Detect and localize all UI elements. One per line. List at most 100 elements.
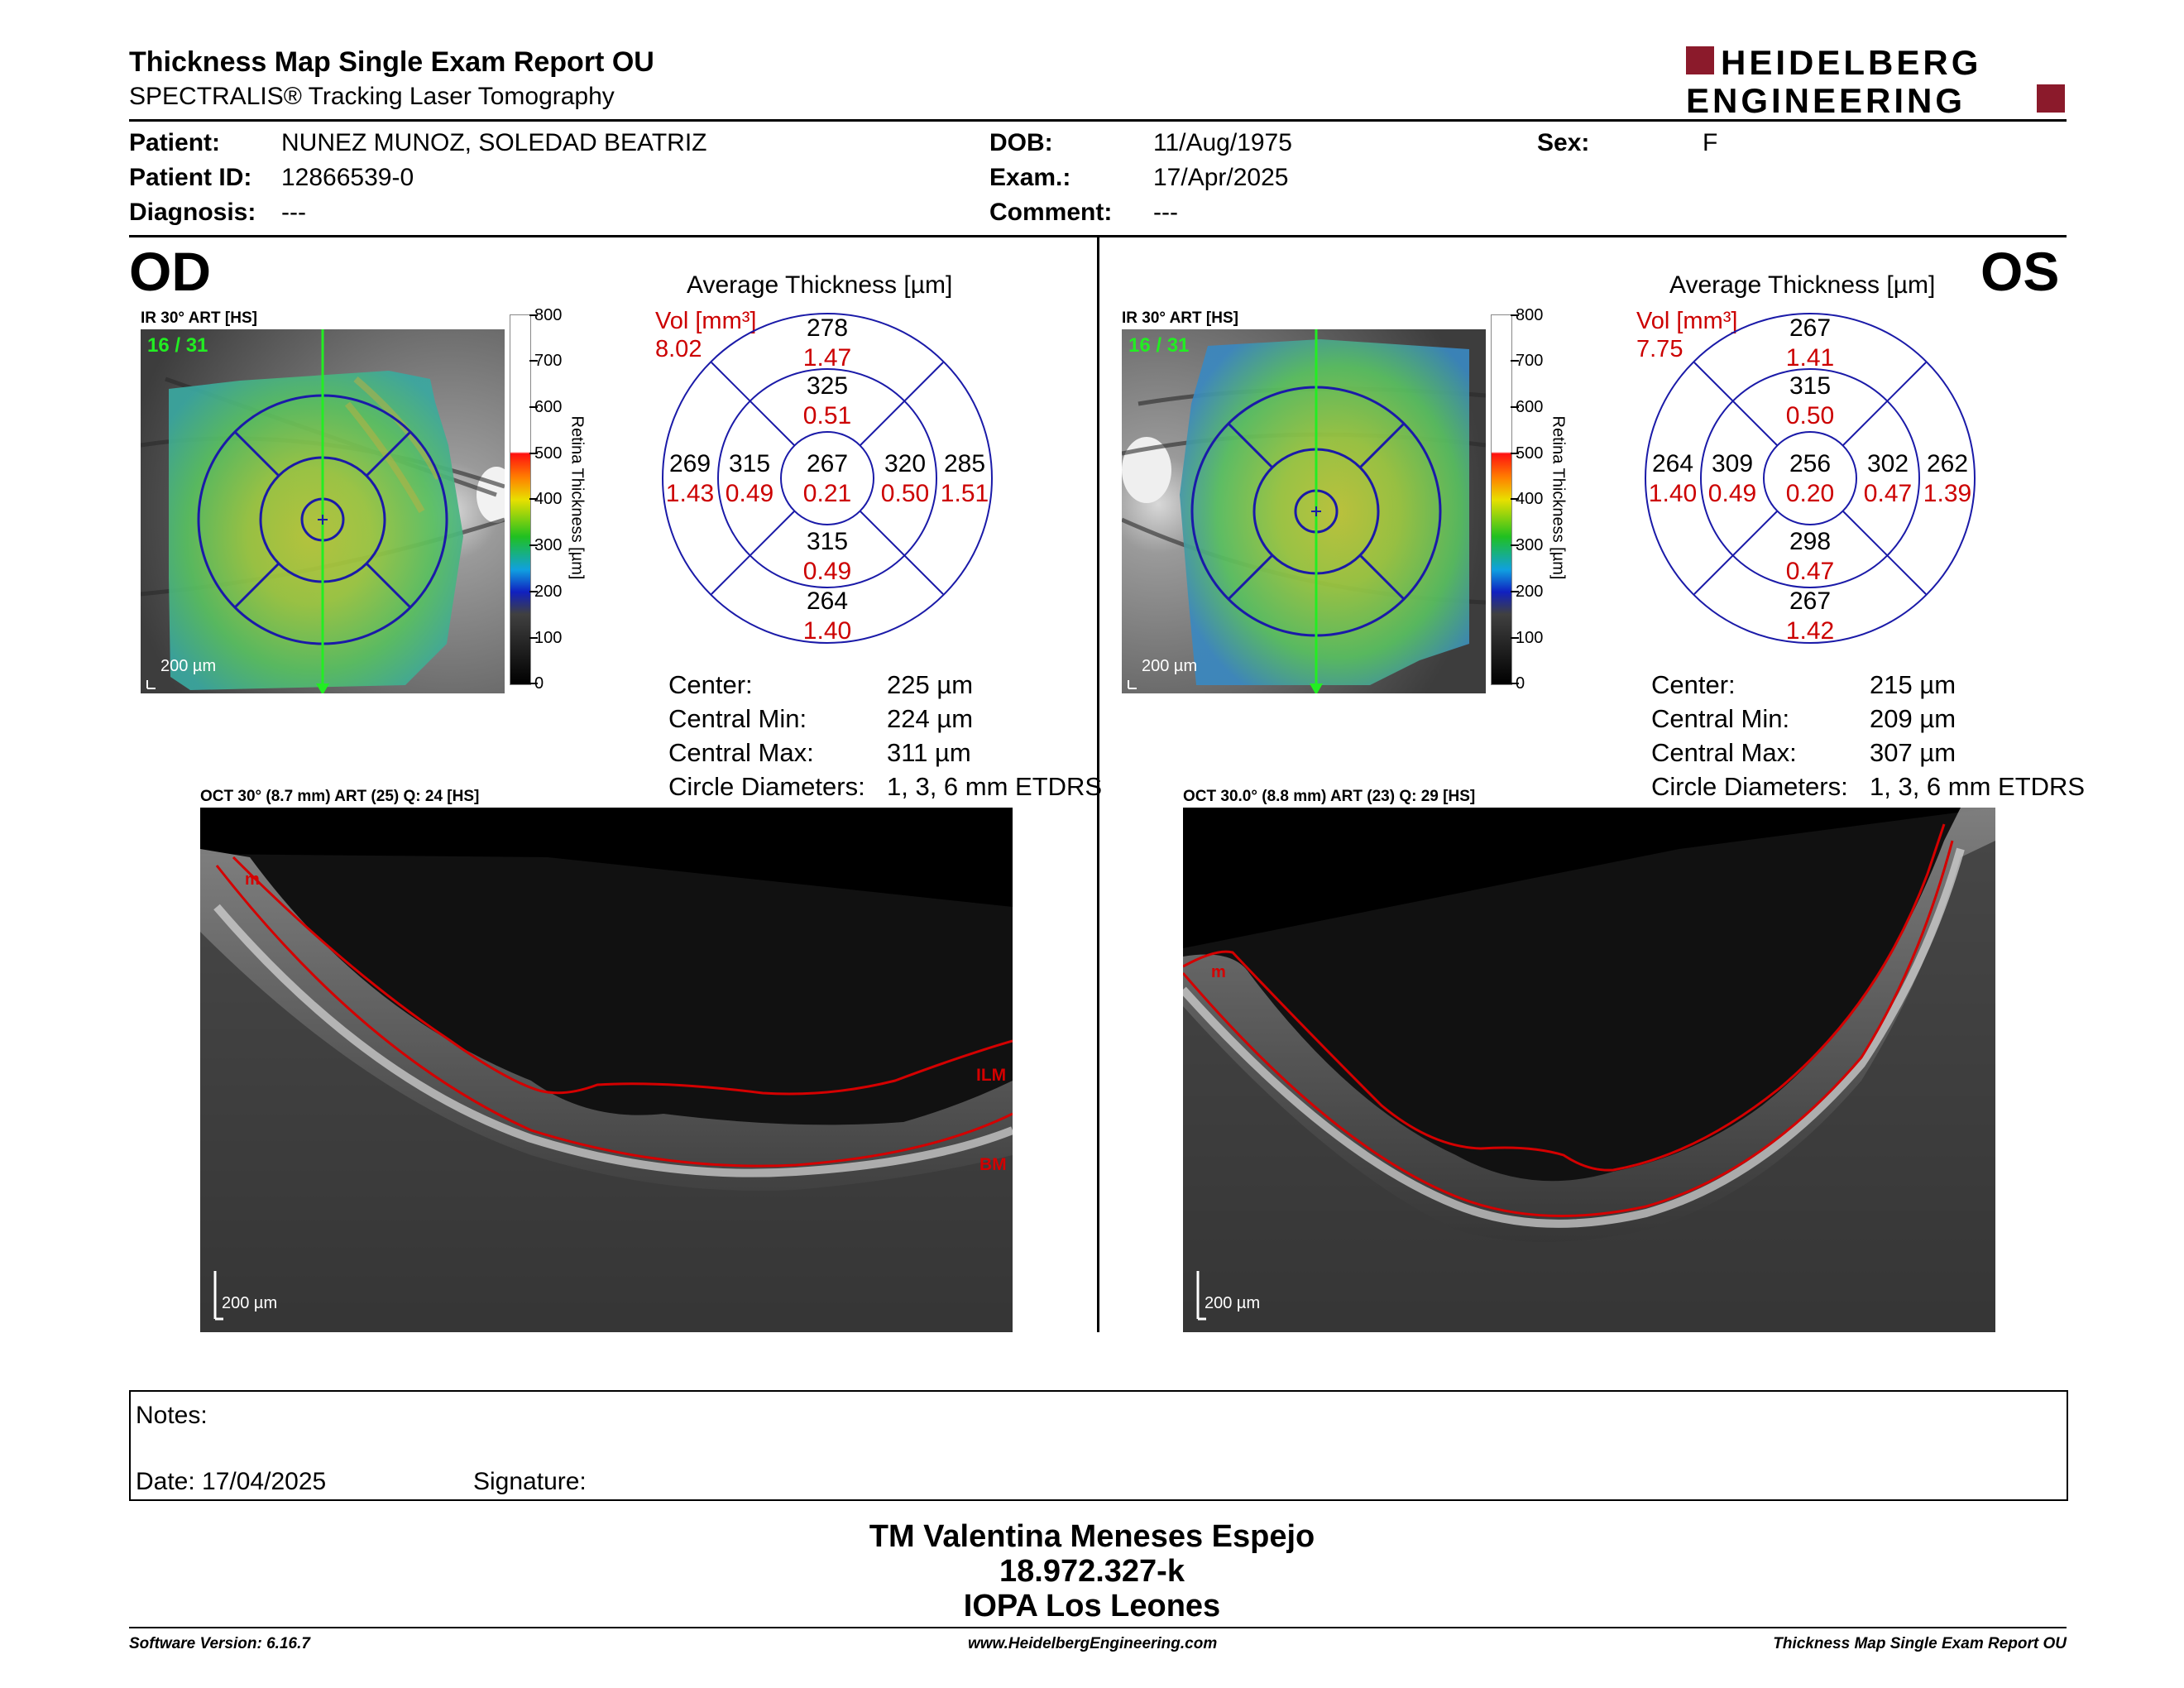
od-outer-left-thickness: 269 xyxy=(668,450,711,477)
signatory-name: TM Valentina Meneses Espejo xyxy=(869,1519,1315,1554)
sex-value: F xyxy=(1703,129,1718,156)
od-vol-total: 8.02 xyxy=(655,336,702,362)
os-outer-left-volume: 1.40 xyxy=(1648,480,1698,507)
od-tick-300: 300 xyxy=(534,536,563,554)
os-oct-graphic xyxy=(1180,808,1995,1332)
os-etdrs-graphic xyxy=(1645,313,1976,644)
od-inner-right-thickness: 320 xyxy=(884,450,927,477)
od-colorbar-title: Retina Thickness [µm] xyxy=(568,415,587,580)
os-center-volume: 0.20 xyxy=(1785,480,1835,507)
os-outer-right-thickness: 262 xyxy=(1926,450,1969,477)
od-colorbar xyxy=(510,314,531,685)
od-oct-graphic xyxy=(200,808,1014,1332)
os-outer-right-volume: 1.39 xyxy=(1923,480,1972,507)
heidelberg-logo: HEIDELBERG ENGINEERING xyxy=(1686,43,2067,120)
os-inner-right-thickness: 302 xyxy=(1866,450,1909,477)
os-tick-700: 700 xyxy=(1516,352,1544,370)
od-tick-800: 800 xyxy=(534,306,563,324)
od-stat-diam-value: 1, 3, 6 mm ETDRS xyxy=(887,772,1103,801)
logo-line2: ENGINEERING xyxy=(1686,81,1966,116)
os-center-thickness: 256 xyxy=(1789,450,1832,477)
od-outer-inf-volume: 1.40 xyxy=(802,617,852,645)
od-inner-sup-volume: 0.51 xyxy=(802,402,852,429)
od-inner-left-volume: 0.49 xyxy=(725,480,774,507)
website-link[interactable]: www.HeidelbergEngineering.com xyxy=(968,1635,1218,1652)
diagnosis-label: Diagnosis: xyxy=(129,199,256,226)
date-label: Date: 17/04/2025 xyxy=(136,1468,327,1495)
logo-graphic: HEIDELBERG ENGINEERING xyxy=(1686,43,2065,120)
patient-id-value: 12866539-0 xyxy=(281,164,414,191)
os-oct-label: OCT 30.0° (8.8 mm) ART (23) Q: 29 [HS] xyxy=(1183,788,1476,805)
os-outer-left-thickness: 264 xyxy=(1651,450,1694,477)
signatory-org: IOPA Los Leones xyxy=(963,1589,1221,1623)
os-stat-diam-value: 1, 3, 6 mm ETDRS xyxy=(1870,772,2086,801)
od-center-thickness: 267 xyxy=(806,450,849,477)
os-eye-label: OS xyxy=(1980,241,2060,302)
os-seg-marker: m xyxy=(1211,963,1226,981)
od-stat-min-value: 224 µm xyxy=(887,704,974,733)
od-etdrs-graphic xyxy=(662,313,993,644)
eye-divider xyxy=(1097,237,1099,1332)
od-oct-scale: 200 µm xyxy=(222,1294,278,1312)
od-fundus-thickness-map xyxy=(140,329,516,695)
od-ir-label: IR 30° ART [HS] xyxy=(141,309,257,327)
footer-report-name: Thickness Map Single Exam Report OU xyxy=(1773,1635,2067,1652)
patient-divider xyxy=(129,235,2067,237)
exam-value: 17/Apr/2025 xyxy=(1153,164,1289,191)
od-tick-100: 100 xyxy=(534,629,563,647)
os-stat-max-label: Central Max: xyxy=(1651,738,1797,767)
signature-label: Signature: xyxy=(473,1468,587,1495)
od-stat-diam-label: Circle Diameters: xyxy=(668,772,865,801)
os-outer-sup-thickness: 267 xyxy=(1789,314,1832,342)
od-stat-center-label: Center: xyxy=(668,670,753,699)
os-ir-label: IR 30° ART [HS] xyxy=(1122,309,1238,327)
dob-value: 11/Aug/1975 xyxy=(1153,129,1292,156)
os-tick-600: 600 xyxy=(1516,398,1544,416)
od-inner-inf-volume: 0.49 xyxy=(802,558,852,585)
dob-label: DOB: xyxy=(989,129,1053,156)
od-tick-200: 200 xyxy=(534,583,563,601)
patient-label: Patient: xyxy=(129,129,221,156)
os-frame-counter: 16 / 31 xyxy=(1128,334,1190,357)
od-stat-max-value: 311 µm xyxy=(887,738,971,767)
os-outer-inf-thickness: 267 xyxy=(1789,587,1832,615)
os-inner-left-thickness: 309 xyxy=(1711,450,1754,477)
od-fundus-scale: 200 µm xyxy=(160,657,217,675)
od-inner-inf-thickness: 315 xyxy=(806,528,849,555)
os-outer-sup-volume: 1.41 xyxy=(1785,344,1835,372)
od-frame-counter: 16 / 31 xyxy=(147,334,208,357)
os-tick-300: 300 xyxy=(1516,536,1544,554)
os-inner-right-volume: 0.47 xyxy=(1863,480,1913,507)
os-oct-scale: 200 µm xyxy=(1205,1294,1261,1312)
od-inner-left-thickness: 315 xyxy=(728,450,771,477)
od-inner-sup-thickness: 325 xyxy=(806,372,849,400)
od-tick-700: 700 xyxy=(534,352,563,370)
os-tick-100: 100 xyxy=(1516,629,1544,647)
report-title: Thickness Map Single Exam Report OU xyxy=(129,46,654,78)
os-stat-max-value: 307 µm xyxy=(1870,738,1956,767)
od-outer-right-thickness: 285 xyxy=(943,450,986,477)
od-bm-label: BM xyxy=(979,1155,1007,1174)
comment-value: --- xyxy=(1153,199,1178,226)
os-inner-inf-thickness: 298 xyxy=(1789,528,1832,555)
od-grid-title: Average Thickness [µm] xyxy=(687,271,953,299)
os-fundus-graphic xyxy=(1120,329,1487,695)
od-center-volume: 0.21 xyxy=(802,480,852,507)
od-tick-600: 600 xyxy=(534,398,563,416)
os-fundus-scale: 200 µm xyxy=(1142,657,1198,675)
od-fundus-graphic xyxy=(140,329,516,695)
os-stat-center-value: 215 µm xyxy=(1870,670,1956,699)
od-outer-sup-volume: 1.47 xyxy=(802,344,852,372)
os-colorbar xyxy=(1491,314,1512,685)
os-inner-sup-volume: 0.50 xyxy=(1785,402,1835,429)
od-stat-center-value: 225 µm xyxy=(887,670,974,699)
od-ilm-label: ILM xyxy=(976,1066,1007,1085)
os-tick-200: 200 xyxy=(1516,583,1544,601)
os-vol-total: 7.75 xyxy=(1636,336,1684,362)
sex-label: Sex: xyxy=(1537,129,1590,156)
notes-box xyxy=(129,1390,2068,1501)
os-vol-label: Vol [mm³] xyxy=(1636,308,1738,334)
od-stat-max-label: Central Max: xyxy=(668,738,814,767)
od-inner-right-volume: 0.50 xyxy=(880,480,930,507)
logo-line1: HEIDELBERG xyxy=(1721,45,1981,82)
